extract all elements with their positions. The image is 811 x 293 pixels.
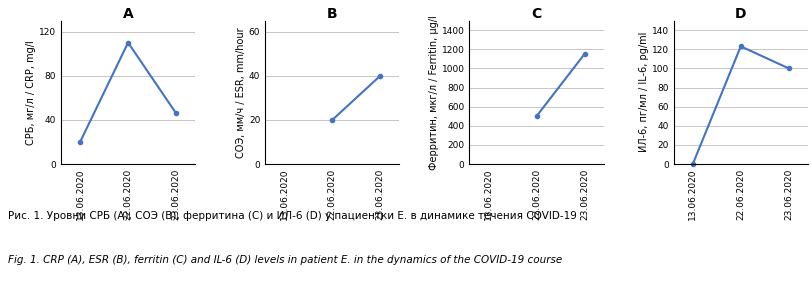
Title: C: C: [530, 6, 541, 21]
Y-axis label: Ферритин, мкг/л / Ferritin, μg/l: Ферритин, мкг/л / Ferritin, μg/l: [428, 15, 438, 170]
Y-axis label: СРБ, мг/л / CRP, mg/l: СРБ, мг/л / CRP, mg/l: [26, 40, 36, 145]
Text: Рис. 1. Уровни СРБ (А), СОЭ (В), ферритина (С) и ИЛ-6 (D) у пациентки Е. в динам: Рис. 1. Уровни СРБ (А), СОЭ (В), феррити…: [8, 211, 577, 221]
Title: D: D: [734, 6, 745, 21]
Y-axis label: СОЭ, мм/ч / ESR, mm/hour: СОЭ, мм/ч / ESR, mm/hour: [236, 27, 246, 158]
Title: B: B: [327, 6, 337, 21]
Y-axis label: ИЛ-6, пг/мл / IL-6, pg/ml: ИЛ-6, пг/мл / IL-6, pg/ml: [638, 32, 648, 152]
Text: Fig. 1. CRP (A), ESR (B), ferritin (C) and IL-6 (D) levels in patient E. in the : Fig. 1. CRP (A), ESR (B), ferritin (C) a…: [8, 255, 562, 265]
Title: A: A: [122, 6, 133, 21]
